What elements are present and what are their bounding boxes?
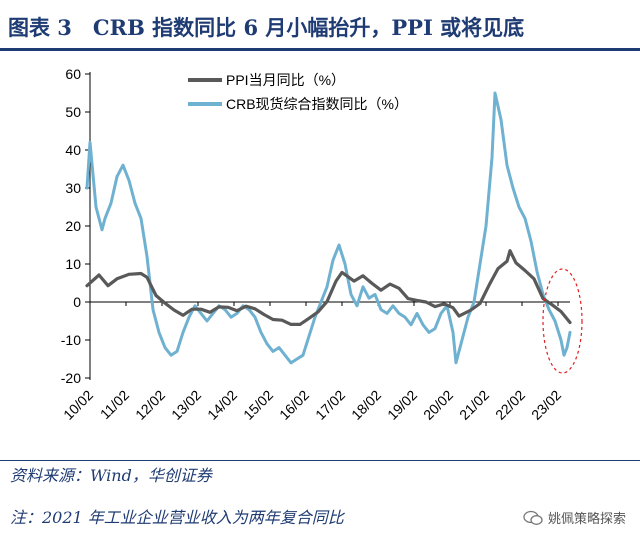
source-note: 资料来源：Wind，华创证券 xyxy=(10,466,212,485)
x-tick-label: 12/02 xyxy=(132,387,168,423)
x-tick-label: 21/02 xyxy=(456,387,492,423)
y-tick-label: 10 xyxy=(65,256,81,272)
y-tick-label: -20 xyxy=(61,370,81,386)
y-tick-label: 60 xyxy=(65,66,81,82)
x-tick-label: 13/02 xyxy=(168,387,204,423)
ppi-line xyxy=(85,249,572,326)
watermark: 姚佩策略探索 xyxy=(523,508,626,527)
x-tick-label: 14/02 xyxy=(204,387,240,423)
x-tick-label: 17/02 xyxy=(312,387,348,423)
y-tick-label: 30 xyxy=(65,180,81,196)
y-axis: -20 -10 0 10 20 30 40 50 60 xyxy=(61,66,91,386)
footer-rule xyxy=(0,460,640,461)
y-tick-label: 40 xyxy=(65,142,81,158)
y-tick-label: 0 xyxy=(73,294,81,310)
x-tick-label: 18/02 xyxy=(348,387,384,423)
legend-label: CRB现货综合指数同比（%） xyxy=(226,96,408,112)
x-tick-label: 23/02 xyxy=(528,387,564,423)
footnote: 注：2021 年工业企业营业收入为两年复合同比 xyxy=(10,508,344,527)
y-tick-label: 50 xyxy=(65,104,81,120)
highlight-ellipse xyxy=(542,268,583,374)
legend-label: PPI当月同比（%） xyxy=(226,72,345,88)
highlight-layer xyxy=(542,268,583,374)
figure-title: 图表 3 CRB 指数同比 6 月小幅抬升，PPI 或将见底 xyxy=(8,15,525,40)
x-tick-label: 10/02 xyxy=(60,387,96,423)
x-tick-label: 16/02 xyxy=(276,387,312,423)
x-tick-label: 15/02 xyxy=(240,387,276,423)
title-rule xyxy=(0,48,640,51)
x-tick-label: 11/02 xyxy=(97,387,133,423)
y-tick-label: 20 xyxy=(65,218,81,234)
crb-line xyxy=(85,91,572,365)
line-chart: -20 -10 0 10 20 30 40 50 60 10/02 11/02 12/02 13/02… xyxy=(60,66,583,423)
x-tick-label: 19/02 xyxy=(384,387,420,423)
y-tick-label: -10 xyxy=(61,332,81,348)
series-layer xyxy=(85,91,572,365)
wechat-icon xyxy=(523,510,543,525)
watermark-text: 姚佩策略探索 xyxy=(547,512,626,527)
x-tick-label: 22/02 xyxy=(492,387,528,423)
x-tick-label: 20/02 xyxy=(420,387,456,423)
title-bar: 图表 3 CRB 指数同比 6 月小幅抬升，PPI 或将见底 xyxy=(0,0,640,51)
legend: PPI当月同比（%） CRB现货综合指数同比（%） xyxy=(188,72,408,112)
